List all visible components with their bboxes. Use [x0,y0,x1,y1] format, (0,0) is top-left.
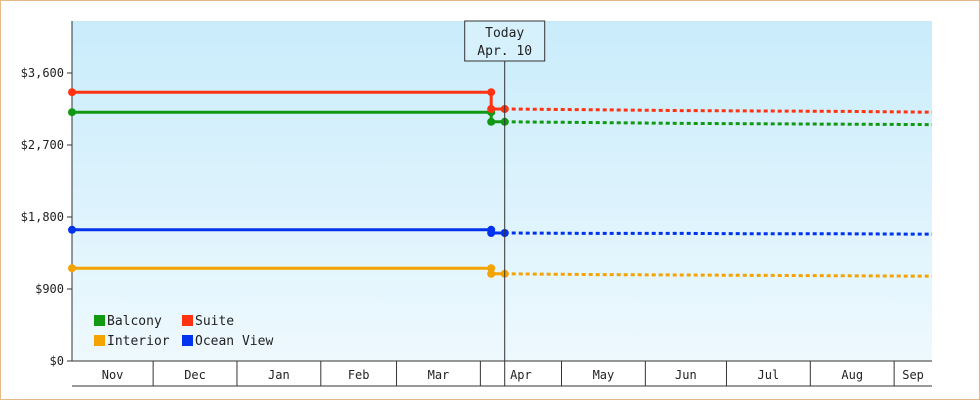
series-interior [68,264,933,278]
x-tick-label: Feb [348,368,370,382]
today-marker: Today Apr. 10 [464,20,546,386]
legend-swatch [182,315,193,326]
series-layer [68,88,933,278]
data-point-suite [487,88,496,97]
x-tick-label: Sep [902,368,924,382]
legend-label: Ocean View [195,334,273,349]
forecast-line-balcony [504,120,933,127]
data-point-interior [68,264,76,273]
y-tick-label: $2,700 [21,138,64,152]
y-tick-label: $900 [35,282,64,296]
today-box [464,20,546,62]
series-line-suite [72,90,505,111]
forecast-line-ocean-view [504,231,933,236]
x-tick-label: Nov [102,368,124,382]
data-point-suite [487,105,496,113]
data-point-suite [68,88,76,97]
today-date: Apr. 10 [477,44,532,59]
series-line-balcony [72,110,505,124]
x-tick-label: Apr [510,368,532,382]
x-tick-label: Jan [268,368,290,382]
data-point-interior [487,269,496,278]
legend-swatch [182,335,193,346]
legend: Balcony Suite Interior Ocean View [94,314,273,349]
data-point-ocean-view [68,225,76,234]
series-ocean-view [68,225,933,237]
legend-label: Interior [107,334,170,349]
today-label: Today [485,26,524,41]
x-tick-label: Jul [758,368,780,382]
forecast-line-suite [504,107,933,114]
y-tick-label: $0 [50,354,64,368]
x-tick-label: Jun [675,368,697,382]
x-tick-label: May [593,368,615,382]
plot-background [72,21,932,361]
legend-label: Suite [195,314,234,329]
forecast-line-interior [504,272,933,278]
legend-label: Balcony [107,314,162,329]
x-axis: Nov Dec Jan Feb Mar Apr May Jun Jul Aug Sep [72,360,932,387]
data-point-balcony [68,108,76,117]
legend-swatch [94,335,105,346]
x-tick-label: Aug [841,368,863,382]
x-tick-label: Dec [184,368,206,382]
y-tick-label: $3,600 [21,66,64,80]
y-tick-label: $1,800 [21,210,64,224]
x-tick-label: Mar [428,368,450,382]
data-point-interior [487,264,496,273]
y-axis: $0 $900 $1,800 $2,700 $3,600 [21,21,73,368]
data-point-ocean-view [487,229,496,237]
data-point-balcony [487,117,496,126]
series-suite [68,88,933,114]
legend-swatch [94,315,105,326]
